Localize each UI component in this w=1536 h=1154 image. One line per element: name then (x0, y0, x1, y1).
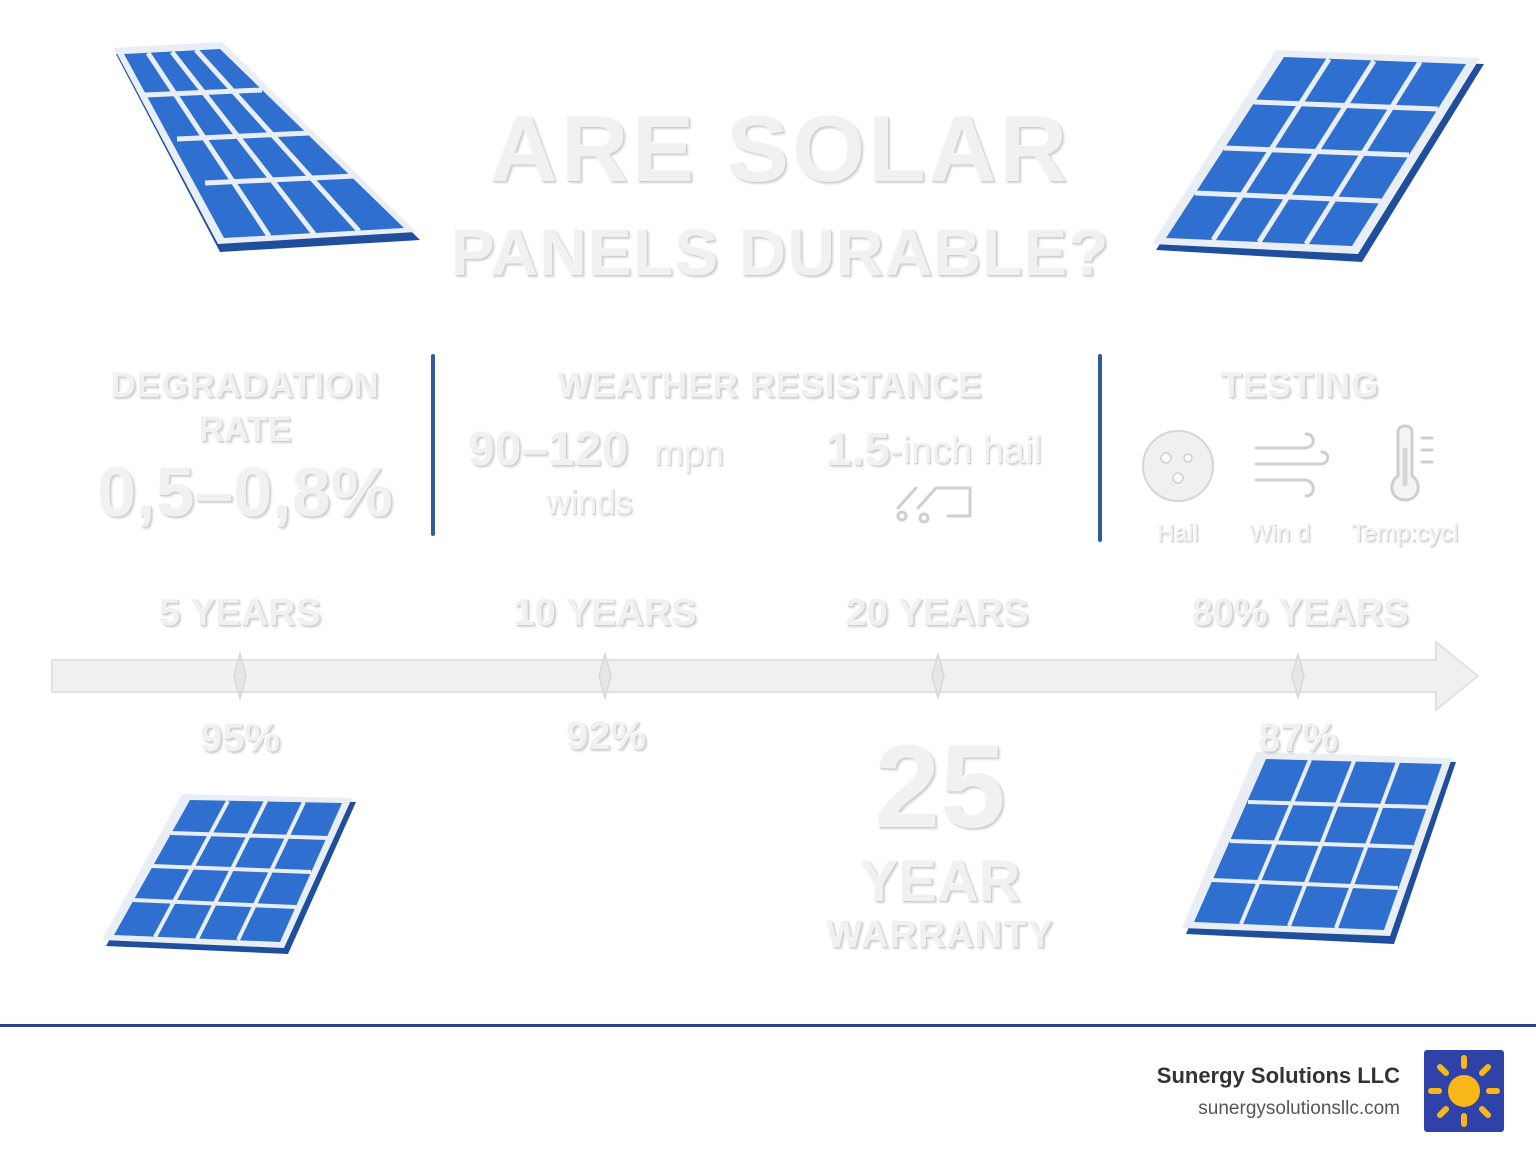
solar-panel-bottom-left (102, 794, 356, 954)
weather-heading: WEATHER RESISTANCE (557, 366, 983, 405)
timeline-label-10: 10 YEARS (513, 592, 697, 634)
solar-panel-top-left (114, 42, 420, 252)
title-line-1: ARE SOLAR (489, 96, 1071, 201)
footer-divider (0, 1024, 1536, 1027)
thermometer-icon (1390, 424, 1434, 502)
warranty-number: 25 (874, 721, 1006, 853)
timeline-marker-80 (1291, 651, 1305, 701)
wind-unit: mpn (654, 432, 725, 473)
hail-stones-icon (896, 486, 972, 524)
wind-icon (1254, 432, 1330, 498)
testing-heading: TESTING (1220, 366, 1380, 405)
sun-logo-icon (1424, 1050, 1504, 1132)
testing-label-wind: Win d (1249, 520, 1311, 547)
warranty-label: WARRANTY (826, 914, 1054, 956)
hail-label: -inch hail (890, 430, 1043, 472)
testing-label-temp: Temp:cycl (1351, 520, 1459, 547)
divider-left (431, 354, 435, 536)
wind-label: winds (546, 484, 633, 522)
company-name: Sunergy Solutions LLC (1156, 1063, 1400, 1088)
warranty-year: YEAR (859, 849, 1021, 914)
solar-panel-bottom-right (1182, 752, 1456, 944)
timeline-value-10: 92% (565, 714, 647, 758)
timeline-marker-10 (598, 651, 612, 701)
solar-panel-top-right (1152, 50, 1484, 262)
timeline-marker-5 (233, 651, 247, 701)
timeline-label-80: 80% YEARS (1191, 592, 1409, 634)
degradation-heading-1: DEGRADATION (110, 366, 380, 405)
company-url[interactable]: sunergysolutionsllc.com (1198, 1098, 1400, 1119)
degradation-value: 0,5–0,8% (97, 453, 393, 531)
degradation-heading-2: RATE (198, 410, 292, 449)
wind-number: 90–120 (468, 423, 629, 476)
timeline-label-20: 20 YEARS (845, 592, 1029, 634)
hail-number: 1.5 (826, 423, 890, 475)
title-line-2: PANELS DURABLE? (450, 215, 1110, 289)
testing-label-hail: Hail (1157, 520, 1199, 547)
timeline-label-5: 5 YEARS (159, 592, 321, 634)
timeline-marker-20 (931, 651, 945, 701)
divider-right (1098, 354, 1102, 542)
timeline-value-5: 95% (199, 716, 281, 760)
timeline-arrow (51, 640, 1480, 712)
timeline-value-80: 87% (1257, 716, 1339, 760)
hail-icon (1142, 430, 1214, 502)
